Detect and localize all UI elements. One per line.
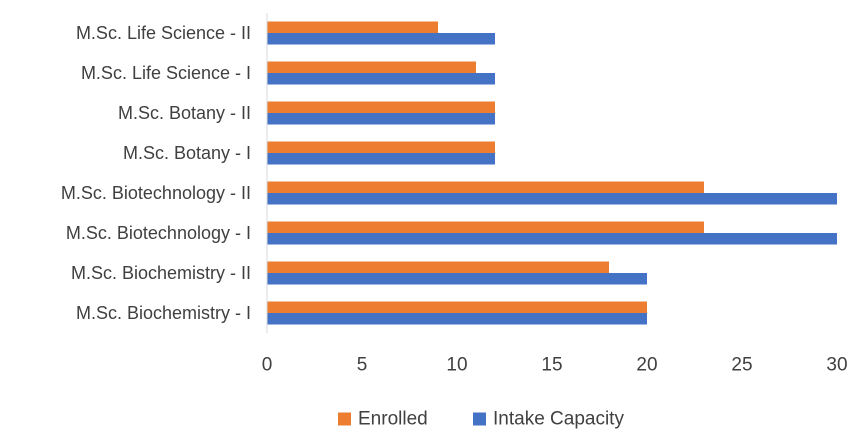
category-label: M.Sc. Biotechnology - II bbox=[61, 183, 251, 203]
legend-swatch bbox=[338, 412, 351, 426]
x-tick-label: 30 bbox=[826, 355, 847, 376]
legend-item-enrolled: Enrolled bbox=[338, 409, 428, 429]
category-label: M.Sc. Biotechnology - I bbox=[66, 223, 251, 243]
category-label: M.Sc. Biochemistry - II bbox=[71, 263, 251, 283]
intake-capacity-bar bbox=[267, 233, 837, 245]
legend-swatch bbox=[473, 412, 486, 426]
enrolled-bar bbox=[267, 181, 704, 193]
enrolled-bar bbox=[267, 21, 438, 33]
intake-capacity-bar bbox=[267, 153, 495, 165]
legend-item-intake-capacity: Intake Capacity bbox=[473, 409, 624, 429]
category-label: M.Sc. Life Science - II bbox=[76, 23, 251, 43]
category-label: M.Sc. Botany - I bbox=[123, 143, 251, 163]
x-tick-label: 25 bbox=[731, 355, 752, 376]
intake-capacity-bar bbox=[267, 73, 495, 85]
category-label: M.Sc. Biochemistry - I bbox=[76, 303, 251, 323]
x-tick-label: 5 bbox=[357, 355, 368, 376]
enrolled-bar bbox=[267, 141, 495, 153]
intake-capacity-bar bbox=[267, 193, 837, 205]
x-tick-label: 20 bbox=[636, 355, 657, 376]
x-tick-label: 15 bbox=[541, 355, 562, 376]
legend-label: Enrolled bbox=[358, 409, 428, 429]
category-axis-labels: M.Sc. Biochemistry - I M.Sc. Biochemistry… bbox=[61, 23, 251, 323]
intake-capacity-bar bbox=[267, 313, 647, 325]
legend-label: Intake Capacity bbox=[493, 409, 624, 429]
enrolled-bar bbox=[267, 261, 609, 273]
legend: Enrolled Intake Capacity bbox=[338, 409, 624, 429]
enrolled-bar bbox=[267, 301, 647, 313]
enrolled-bar bbox=[267, 221, 704, 233]
intake-capacity-bar bbox=[267, 33, 495, 45]
x-tick-label: 10 bbox=[446, 355, 467, 376]
value-axis-tick-labels: 0 5 10 15 20 25 30 bbox=[262, 355, 848, 376]
x-tick-label: 0 bbox=[262, 355, 273, 376]
intake-capacity-bar bbox=[267, 273, 647, 285]
intake-capacity-bar bbox=[267, 113, 495, 125]
category-label: M.Sc. Botany - II bbox=[118, 103, 251, 123]
enrolled-bar bbox=[267, 101, 495, 113]
bars bbox=[267, 21, 837, 325]
category-label: M.Sc. Life Science - I bbox=[81, 63, 251, 83]
enrolled-bar bbox=[267, 61, 476, 73]
